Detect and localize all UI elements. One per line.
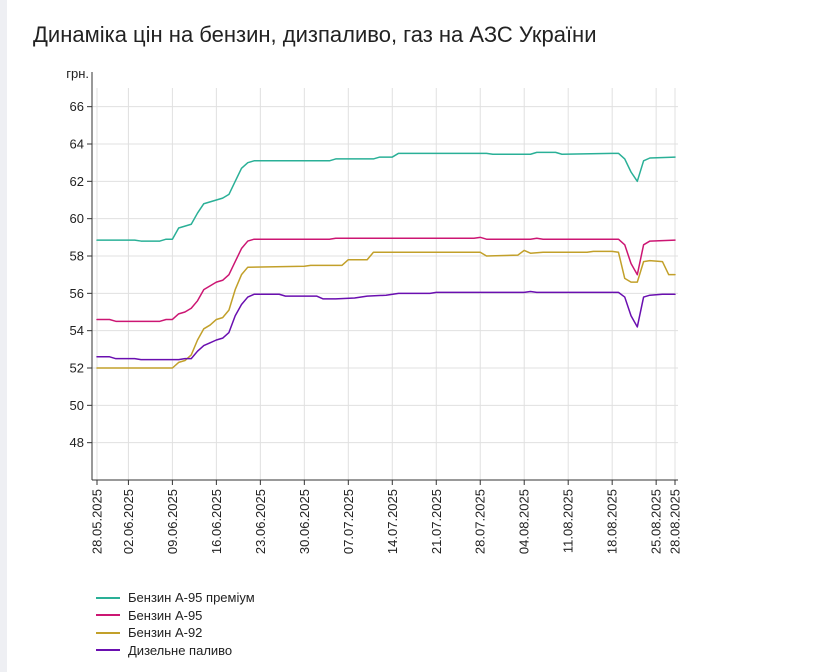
legend-swatch [96, 596, 120, 599]
legend-label: Бензин А-92 [128, 625, 203, 641]
x-tick-label: 18.08.2025 [605, 489, 620, 554]
legend-item: Бензин А-95 [96, 607, 255, 625]
series-line-4 [96, 290, 676, 361]
y-axis-label: грн. [66, 66, 89, 81]
legend-item: Бензин А-95 преміум [96, 589, 255, 607]
legend-item: Бензин А-92 [96, 624, 255, 642]
legend-item: Дизельне паливо [96, 642, 255, 660]
legend-swatch [96, 631, 120, 634]
y-tick-label: 56 [70, 286, 84, 301]
x-tick-label: 28.05.2025 [90, 489, 105, 554]
x-tick-label: 16.06.2025 [209, 489, 224, 554]
y-tick-label: 48 [70, 435, 84, 450]
y-tick-label: 60 [70, 211, 84, 226]
x-tick-label: 25.08.2025 [649, 489, 664, 554]
x-tick-label: 11.08.2025 [561, 489, 576, 553]
y-tick-label: 52 [70, 361, 84, 376]
y-tick-label: 62 [70, 174, 84, 189]
y-tick-label: 64 [70, 137, 84, 152]
x-tick-label: 30.06.2025 [297, 489, 312, 554]
y-tick-label: 66 [70, 99, 84, 114]
x-tick-label: 23.06.2025 [253, 489, 268, 554]
y-tick-label: 54 [70, 323, 84, 338]
legend-swatch [96, 649, 120, 652]
x-tick-label: 28.08.2025 [668, 489, 683, 554]
x-tick-label: 07.07.2025 [341, 489, 356, 554]
series-line-1 [96, 151, 676, 242]
y-tick-label: 50 [70, 398, 84, 413]
series-line-3 [96, 249, 676, 369]
x-tick-label: 21.07.2025 [429, 489, 444, 554]
left-border-strip [0, 0, 7, 672]
legend-label: Бензин А-95 преміум [128, 590, 255, 606]
chart-title: Динаміка цін на бензин, дизпаливо, газ н… [33, 22, 597, 47]
x-tick-label: 02.06.2025 [121, 489, 136, 554]
series-line-2 [96, 236, 676, 323]
x-tick-label: 28.07.2025 [473, 489, 488, 554]
x-tick-label: 04.08.2025 [517, 489, 532, 554]
legend-label: Дизельне паливо [128, 642, 233, 658]
chart-legend: Бензин А-95 преміум Бензин А-95 Бензин А-9… [96, 589, 255, 659]
legend-swatch [96, 614, 120, 617]
legend-label: Бензин А-95 [128, 607, 203, 623]
x-tick-label: 09.06.2025 [165, 489, 180, 554]
y-tick-label: 58 [70, 249, 84, 264]
x-tick-label: 14.07.2025 [385, 489, 400, 554]
